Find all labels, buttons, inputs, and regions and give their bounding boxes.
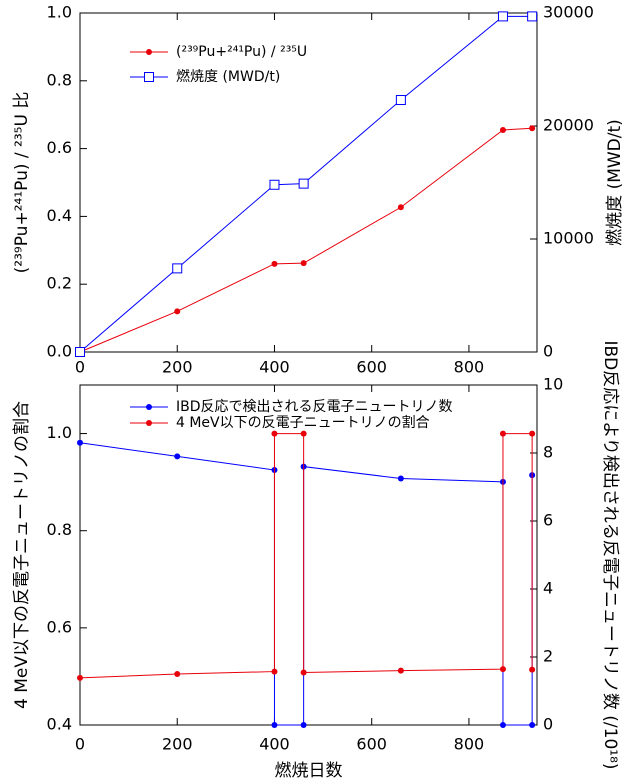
y-tick-label: 0.2 bbox=[47, 274, 72, 293]
y2-axis-label: IBD反応により検出される反電子ニュートリノ数 (/10¹⁸) bbox=[600, 340, 620, 769]
data-point bbox=[174, 453, 181, 460]
data-point bbox=[174, 308, 181, 315]
x-tick-label: 600 bbox=[356, 735, 387, 754]
x-tick-label: 400 bbox=[259, 735, 290, 754]
y2-tick-label: 10000 bbox=[543, 229, 594, 248]
y2-tick-label: 0 bbox=[543, 342, 553, 361]
x-tick-label: 800 bbox=[454, 358, 485, 377]
data-point bbox=[300, 669, 307, 676]
y-tick-label: 0.4 bbox=[47, 715, 72, 734]
data-point bbox=[269, 179, 280, 190]
y2-tick-label: 8 bbox=[543, 443, 553, 462]
y-tick-label: 0.4 bbox=[47, 206, 72, 225]
data-point bbox=[497, 11, 508, 22]
y-tick-label: 1.0 bbox=[47, 423, 72, 442]
data-point bbox=[271, 668, 278, 675]
x-tick-label: 600 bbox=[356, 358, 387, 377]
x-tick-label: 200 bbox=[162, 735, 193, 754]
plot-frame bbox=[79, 384, 538, 726]
y-tick-label: 0.6 bbox=[47, 617, 72, 636]
data-point bbox=[397, 667, 404, 674]
legend-marker bbox=[144, 72, 154, 82]
data-point bbox=[300, 722, 307, 728]
series-line bbox=[79, 442, 533, 726]
legend-label: (²³⁹Pu+²⁴¹Pu) / ²³⁵U bbox=[176, 44, 307, 60]
y-tick-label: 0.8 bbox=[47, 70, 72, 89]
data-point bbox=[529, 125, 536, 132]
data-point bbox=[397, 204, 404, 211]
data-point bbox=[395, 95, 406, 106]
legend-label: IBD反応で検出される反電子ニュートリノ数 bbox=[176, 399, 453, 415]
data-point bbox=[529, 722, 536, 728]
x-axis-label: 燃焼日数 bbox=[275, 761, 343, 781]
data-point bbox=[529, 430, 536, 437]
data-point bbox=[300, 430, 307, 437]
x-tick-label: 400 bbox=[259, 358, 290, 377]
series-line bbox=[79, 433, 533, 679]
y-tick-label: 1.0 bbox=[47, 3, 72, 22]
data-point bbox=[271, 430, 278, 437]
y2-axis-label: 燃焼度 (MWD/t) bbox=[605, 119, 625, 246]
x-tick-label: 200 bbox=[162, 358, 193, 377]
legend-marker bbox=[146, 49, 152, 55]
legend-marker bbox=[146, 420, 152, 426]
data-point bbox=[527, 11, 538, 22]
y-tick-label: 0.6 bbox=[47, 138, 72, 157]
legend-label: 4 MeV以下の反電子ニュートリノの割合 bbox=[176, 414, 430, 431]
data-point bbox=[271, 260, 278, 267]
legend-label: 燃焼度 (MWD/t) bbox=[176, 68, 280, 85]
y2-tick-label: 0 bbox=[543, 715, 553, 734]
legend-marker bbox=[146, 404, 152, 410]
y2-tick-label: 6 bbox=[543, 511, 553, 530]
data-point bbox=[77, 674, 83, 681]
data-point bbox=[75, 347, 85, 357]
series-line bbox=[79, 127, 533, 353]
y2-tick-label: 30000 bbox=[543, 3, 594, 22]
plot-frame bbox=[79, 12, 538, 353]
data-point bbox=[397, 475, 404, 482]
y-axis-label: 4 MeV以下の反電子ニュートリノの割合 bbox=[12, 401, 32, 709]
data-point bbox=[499, 126, 506, 133]
x-tick-label: 0 bbox=[75, 358, 85, 377]
y-tick-label: 0.0 bbox=[47, 342, 72, 361]
x-tick-label: 0 bbox=[75, 735, 85, 754]
data-point bbox=[298, 178, 309, 189]
data-point bbox=[300, 260, 307, 267]
x-tick-label: 800 bbox=[454, 735, 485, 754]
y2-tick-label: 10 bbox=[543, 375, 563, 394]
data-point bbox=[172, 263, 183, 274]
data-point bbox=[271, 722, 278, 728]
data-point bbox=[499, 722, 506, 728]
data-point bbox=[499, 666, 506, 673]
y-axis-label: (²³⁹Pu+²⁴¹Pu) / ²³⁵U 比 bbox=[12, 92, 32, 274]
y2-tick-label: 4 bbox=[543, 579, 553, 598]
y2-tick-label: 20000 bbox=[543, 116, 594, 135]
data-point bbox=[499, 430, 506, 437]
data-point bbox=[77, 439, 83, 446]
data-point bbox=[174, 671, 181, 677]
y-tick-label: 0.8 bbox=[47, 520, 72, 539]
data-point bbox=[529, 666, 536, 673]
y2-tick-label: 2 bbox=[543, 647, 553, 666]
